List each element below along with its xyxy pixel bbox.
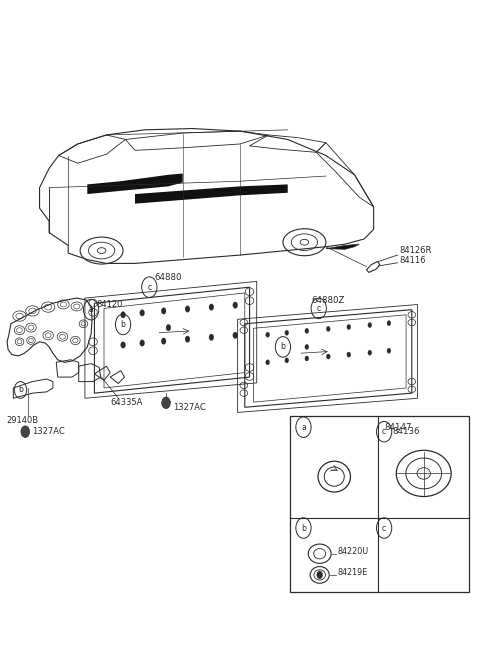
Text: 1327AC: 1327AC <box>173 402 206 412</box>
Circle shape <box>387 348 391 353</box>
Circle shape <box>140 340 144 346</box>
Polygon shape <box>135 184 288 204</box>
Circle shape <box>326 354 330 359</box>
Circle shape <box>233 332 238 339</box>
Circle shape <box>285 330 288 335</box>
Circle shape <box>209 304 214 310</box>
Circle shape <box>161 308 166 314</box>
Circle shape <box>162 397 170 408</box>
Circle shape <box>266 360 270 365</box>
Text: c: c <box>382 524 386 533</box>
Text: a: a <box>89 305 94 314</box>
Text: b: b <box>280 342 286 352</box>
Text: c: c <box>147 283 151 292</box>
Text: b: b <box>18 386 23 395</box>
Text: 84126R: 84126R <box>400 246 432 255</box>
Text: a: a <box>301 422 306 432</box>
Circle shape <box>368 350 372 355</box>
Bar <box>290 415 469 592</box>
Circle shape <box>305 356 309 361</box>
Circle shape <box>266 332 270 337</box>
Circle shape <box>368 322 372 328</box>
Text: 29140B: 29140B <box>6 415 38 424</box>
Circle shape <box>185 336 190 342</box>
Text: 1327AC: 1327AC <box>33 427 65 436</box>
Circle shape <box>326 326 330 332</box>
Text: 84219E: 84219E <box>338 568 368 577</box>
Circle shape <box>120 342 125 348</box>
Circle shape <box>317 571 323 579</box>
Text: 64880Z: 64880Z <box>312 295 345 304</box>
Circle shape <box>185 306 190 312</box>
Text: 84220U: 84220U <box>338 546 369 555</box>
Circle shape <box>209 334 214 341</box>
Text: 84116: 84116 <box>400 256 426 265</box>
Circle shape <box>347 324 351 330</box>
Text: b: b <box>301 524 306 533</box>
Text: 84147: 84147 <box>384 422 412 432</box>
Text: 84120: 84120 <box>96 300 122 309</box>
Text: c: c <box>382 427 386 436</box>
Circle shape <box>166 324 171 331</box>
Circle shape <box>387 321 391 326</box>
Text: c: c <box>317 304 321 313</box>
Polygon shape <box>326 244 360 249</box>
Circle shape <box>233 302 238 308</box>
Polygon shape <box>87 174 183 194</box>
Circle shape <box>305 344 309 350</box>
Circle shape <box>21 426 30 437</box>
Text: b: b <box>120 320 125 329</box>
Circle shape <box>285 358 288 363</box>
Text: 84136: 84136 <box>393 427 420 436</box>
Text: 64335A: 64335A <box>110 398 143 407</box>
Circle shape <box>347 352 351 357</box>
Circle shape <box>305 328 309 333</box>
Circle shape <box>161 338 166 344</box>
Text: 64880: 64880 <box>155 273 182 282</box>
Circle shape <box>140 310 144 316</box>
Circle shape <box>120 312 125 318</box>
